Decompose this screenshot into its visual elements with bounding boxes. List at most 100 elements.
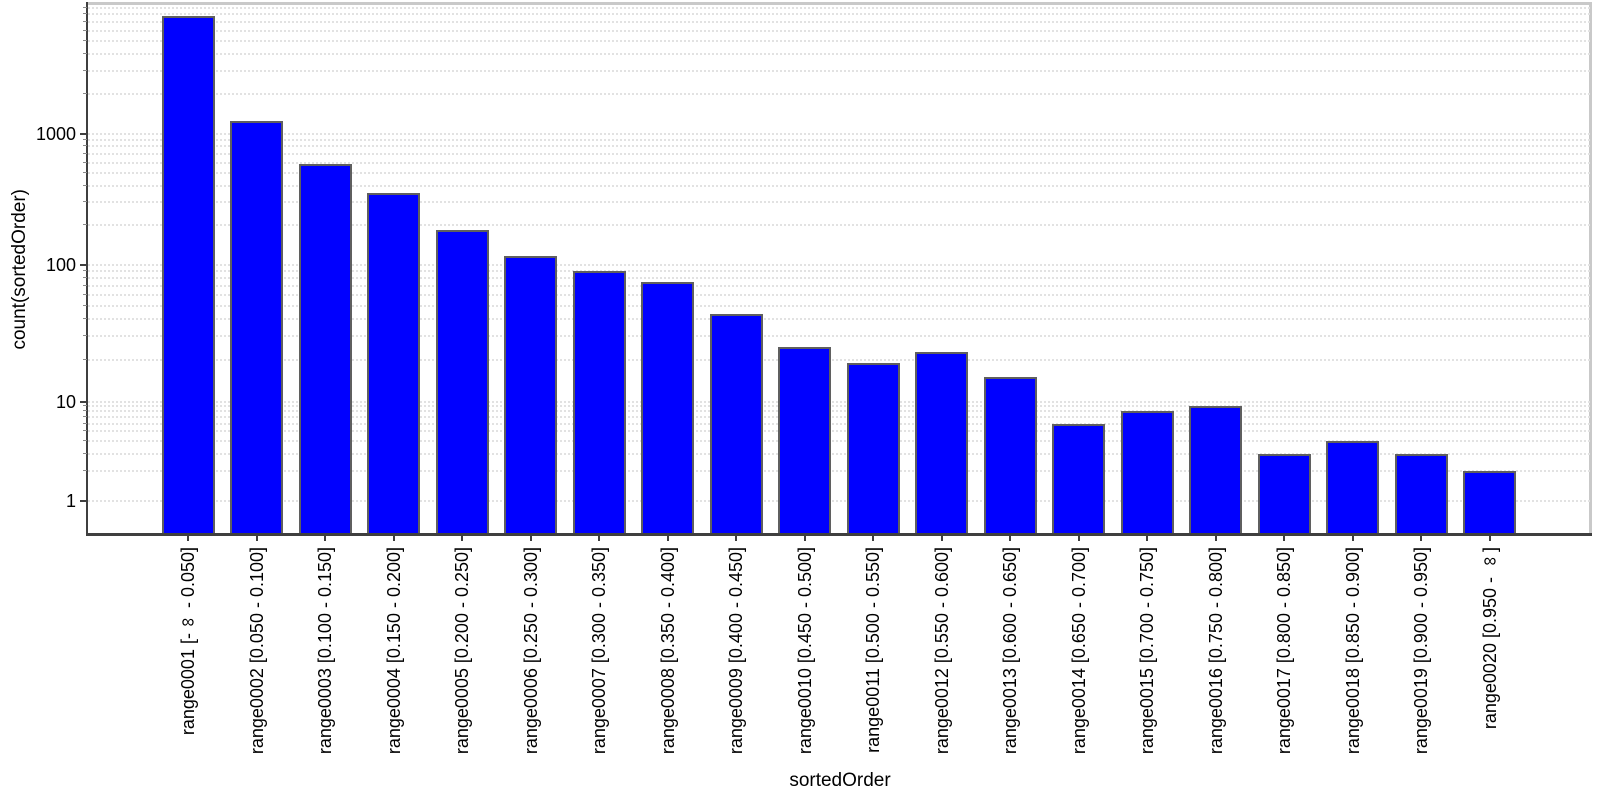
y-minor-tick (83, 452, 87, 454)
grid-line (88, 452, 1590, 455)
grid-line (88, 500, 1590, 502)
bar-range0005[interactable] (435, 229, 489, 535)
x-tick (1420, 536, 1422, 541)
y-minor-tick (83, 335, 87, 337)
y-minor-tick (83, 138, 87, 140)
x-tick (255, 536, 258, 541)
x-category-label: range0017 [0.800 - 0.850] (1274, 547, 1294, 755)
y-tick-label: 100 (45, 255, 76, 275)
grid-line (88, 172, 1590, 175)
y-minor-tick (83, 145, 87, 147)
x-tick (1009, 536, 1011, 541)
grid-line (88, 224, 1590, 227)
y-minor-tick (83, 6, 87, 8)
y-tick-label: 10 (55, 391, 76, 412)
grid-line (88, 440, 1590, 443)
x-tick (1351, 536, 1354, 541)
x-category-label: range0012 [0.550 - 0.600] (931, 547, 952, 755)
bar-range0002[interactable] (230, 120, 283, 535)
y-tick-label: 1000 (35, 123, 76, 144)
x-category-label: range0019 [0.900 - 0.950] (1411, 547, 1431, 755)
y-minor-tick (83, 92, 87, 94)
x-tick (1488, 536, 1491, 541)
x-category-label: range0002 [0.050 - 0.100] (246, 547, 267, 755)
x-category-label: range0004 [0.150 - 0.200] (383, 547, 404, 755)
grid-line (88, 410, 1590, 413)
x-category-label: range0006 [0.250 - 0.300] (520, 547, 541, 755)
grid-line (88, 305, 1590, 308)
bar-range0014[interactable] (1052, 423, 1105, 535)
x-category-label: range0014 [0.650 - 0.700] (1068, 547, 1089, 755)
bar-range0013[interactable] (983, 377, 1037, 535)
x-tick (1146, 536, 1148, 541)
x-category-label: range0018 [0.850 - 0.900] (1342, 547, 1363, 755)
grid-line (88, 318, 1590, 321)
y-minor-tick (83, 224, 87, 226)
x-tick (1283, 536, 1285, 541)
x-tick (940, 536, 943, 541)
x-axis-line (86, 533, 1592, 536)
y-minor-tick (83, 161, 87, 163)
grid-line (88, 6, 1590, 9)
bar-range0018[interactable] (1326, 441, 1379, 535)
bar-range0007[interactable] (572, 271, 626, 535)
bar-range0017[interactable] (1257, 453, 1311, 535)
y-axis-title: count(sortedOrder) (9, 188, 30, 350)
bar-range0001[interactable] (161, 15, 215, 535)
x-tick (1214, 536, 1217, 541)
x-category-label: range0015 [0.700 - 0.750] (1137, 547, 1157, 755)
x-category-label: range0007 [0.300 - 0.350] (589, 547, 609, 755)
bar-range0003[interactable] (298, 163, 352, 535)
y-minor-tick (83, 440, 87, 442)
plot-border-top (86, 2, 1592, 5)
grid-line (88, 335, 1590, 338)
grid-line (88, 132, 1590, 135)
y-minor-tick (83, 53, 87, 55)
y-minor-tick (83, 40, 87, 42)
bar-range0006[interactable] (504, 255, 557, 535)
x-category-label: range0013 [0.600 - 0.650] (1000, 547, 1020, 755)
y-minor-tick (83, 277, 87, 279)
x-tick (598, 536, 600, 541)
x-tick (392, 536, 395, 541)
grid-line (88, 20, 1590, 23)
grid-line (88, 53, 1590, 56)
x-category-label: range0010 [0.450 - 0.500] (794, 547, 815, 755)
bar-range0019[interactable] (1394, 453, 1448, 535)
bar-range0020[interactable] (1463, 471, 1516, 535)
y-major-tick (80, 264, 87, 266)
x-tick (803, 536, 806, 541)
bar-range0012[interactable] (915, 352, 968, 535)
grid-line (88, 294, 1590, 297)
x-tick (735, 536, 737, 541)
bar-range0009[interactable] (709, 313, 763, 535)
y-minor-tick (83, 285, 87, 287)
grid-line (88, 277, 1590, 280)
bar-range0008[interactable] (641, 282, 694, 535)
x-category-label: range0008 [0.350 - 0.400] (657, 547, 678, 755)
grid-line (88, 264, 1590, 266)
y-minor-tick (83, 184, 87, 186)
grid-line (88, 405, 1590, 408)
y-minor-tick (83, 29, 87, 31)
y-axis-title-box: count(sortedOrder) (8, 3, 32, 535)
plot-border-right (1589, 2, 1592, 536)
y-minor-tick (83, 318, 87, 320)
bar-range0011[interactable] (846, 363, 900, 535)
bar-range0016[interactable] (1189, 406, 1242, 535)
y-minor-tick (83, 415, 87, 417)
x-tick (666, 536, 669, 541)
bar-range0015[interactable] (1120, 411, 1174, 535)
y-major-tick (80, 400, 87, 403)
y-major-tick (80, 500, 87, 502)
grid-line (88, 40, 1590, 43)
bar-range0010[interactable] (778, 347, 831, 535)
x-category-label: range0011 [0.500 - 0.550] (863, 547, 883, 753)
y-minor-tick (83, 172, 87, 174)
bar-range0004[interactable] (367, 193, 420, 535)
x-category-label: range0001 [-∞ - 0.050] (178, 547, 198, 736)
grid-line (88, 138, 1590, 141)
grid-line (88, 201, 1590, 204)
y-minor-tick (83, 69, 87, 71)
